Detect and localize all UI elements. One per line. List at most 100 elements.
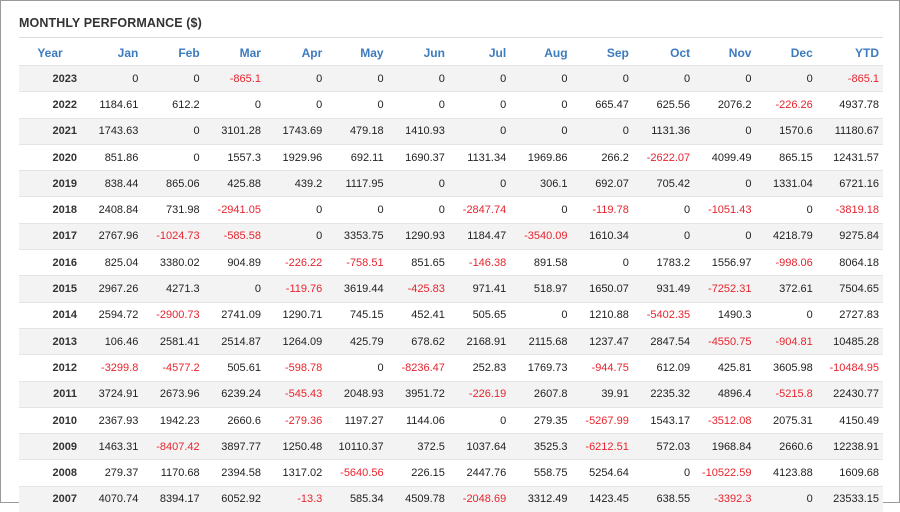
month-value-cell: 1131.34 bbox=[449, 144, 510, 170]
month-value-cell: 479.18 bbox=[326, 118, 387, 144]
month-value-cell: 2514.87 bbox=[204, 328, 265, 354]
month-value-cell: 3525.3 bbox=[510, 434, 571, 460]
month-value-cell: -2048.69 bbox=[449, 486, 510, 512]
month-value-cell: 745.15 bbox=[326, 302, 387, 328]
month-value-cell: 931.49 bbox=[633, 276, 694, 302]
month-value-cell: 0 bbox=[449, 66, 510, 92]
month-value-cell: 0 bbox=[326, 355, 387, 381]
year-cell: 2015 bbox=[19, 276, 81, 302]
month-value-cell: 4099.49 bbox=[694, 144, 755, 170]
month-value-cell: 612.09 bbox=[633, 355, 694, 381]
month-value-cell: 2367.93 bbox=[81, 407, 142, 433]
panel-title: MONTHLY PERFORMANCE ($) bbox=[19, 16, 202, 30]
month-value-cell: 5254.64 bbox=[572, 460, 633, 486]
month-value-cell: -8407.42 bbox=[142, 434, 203, 460]
month-value-cell: 851.86 bbox=[81, 144, 142, 170]
month-value-cell: -998.06 bbox=[755, 250, 816, 276]
month-value-cell: 3312.49 bbox=[510, 486, 571, 512]
month-value-cell: -8236.47 bbox=[388, 355, 449, 381]
month-value-cell: 3619.44 bbox=[326, 276, 387, 302]
year-cell: 2019 bbox=[19, 171, 81, 197]
ytd-cell: 22430.77 bbox=[817, 381, 883, 407]
month-value-cell: 1463.31 bbox=[81, 434, 142, 460]
month-value-cell: 279.35 bbox=[510, 407, 571, 433]
month-value-cell: 279.37 bbox=[81, 460, 142, 486]
month-value-cell: 0 bbox=[142, 144, 203, 170]
month-value-cell: 2048.93 bbox=[326, 381, 387, 407]
month-value-cell: 39.91 bbox=[572, 381, 633, 407]
month-value-cell: -13.3 bbox=[265, 486, 326, 512]
month-value-cell: 2767.96 bbox=[81, 223, 142, 249]
month-value-cell: 865.15 bbox=[755, 144, 816, 170]
month-value-cell: 1144.06 bbox=[388, 407, 449, 433]
month-value-cell: 0 bbox=[388, 197, 449, 223]
month-value-cell: 1170.68 bbox=[142, 460, 203, 486]
ytd-cell: 12431.57 bbox=[817, 144, 883, 170]
month-value-cell: -545.43 bbox=[265, 381, 326, 407]
month-value-cell: 3897.77 bbox=[204, 434, 265, 460]
month-value-cell: 0 bbox=[572, 66, 633, 92]
month-value-cell: -6212.51 bbox=[572, 434, 633, 460]
month-value-cell: -1024.73 bbox=[142, 223, 203, 249]
column-header-apr: Apr bbox=[265, 40, 326, 66]
month-value-cell: 2168.91 bbox=[449, 328, 510, 354]
ytd-cell: 7504.65 bbox=[817, 276, 883, 302]
month-value-cell: 2660.6 bbox=[204, 407, 265, 433]
month-value-cell: 2847.54 bbox=[633, 328, 694, 354]
month-value-cell: 665.47 bbox=[572, 92, 633, 118]
month-value-cell: 0 bbox=[142, 118, 203, 144]
column-header-year: Year bbox=[19, 40, 81, 66]
month-value-cell: 1290.71 bbox=[265, 302, 326, 328]
month-value-cell: 1210.88 bbox=[572, 302, 633, 328]
month-value-cell: 6239.24 bbox=[204, 381, 265, 407]
month-value-cell: -2900.73 bbox=[142, 302, 203, 328]
month-value-cell: 891.58 bbox=[510, 250, 571, 276]
month-value-cell: 2235.32 bbox=[633, 381, 694, 407]
month-value-cell: 865.06 bbox=[142, 171, 203, 197]
month-value-cell: 226.15 bbox=[388, 460, 449, 486]
month-value-cell: 1117.95 bbox=[326, 171, 387, 197]
month-value-cell: 0 bbox=[633, 66, 694, 92]
month-value-cell: 3724.91 bbox=[81, 381, 142, 407]
month-value-cell: 4123.88 bbox=[755, 460, 816, 486]
month-value-cell: -904.81 bbox=[755, 328, 816, 354]
column-header-may: May bbox=[326, 40, 387, 66]
month-value-cell: 252.83 bbox=[449, 355, 510, 381]
column-header-aug: Aug bbox=[510, 40, 571, 66]
month-value-cell: 1331.04 bbox=[755, 171, 816, 197]
month-value-cell: 0 bbox=[326, 92, 387, 118]
month-value-cell: 2741.09 bbox=[204, 302, 265, 328]
month-value-cell: 0 bbox=[204, 276, 265, 302]
month-value-cell: 2394.58 bbox=[204, 460, 265, 486]
year-cell: 2010 bbox=[19, 407, 81, 433]
column-header-nov: Nov bbox=[694, 40, 755, 66]
month-value-cell: 0 bbox=[449, 92, 510, 118]
column-header-jul: Jul bbox=[449, 40, 510, 66]
month-value-cell: 838.44 bbox=[81, 171, 142, 197]
month-value-cell: 638.55 bbox=[633, 486, 694, 512]
month-value-cell: 439.2 bbox=[265, 171, 326, 197]
month-value-cell: 106.46 bbox=[81, 328, 142, 354]
month-value-cell: 0 bbox=[510, 302, 571, 328]
month-value-cell: 0 bbox=[510, 197, 571, 223]
month-value-cell: 0 bbox=[449, 407, 510, 433]
ytd-cell: 1609.68 bbox=[817, 460, 883, 486]
month-value-cell: 372.61 bbox=[755, 276, 816, 302]
ytd-cell: 8064.18 bbox=[817, 250, 883, 276]
month-value-cell: 1264.09 bbox=[265, 328, 326, 354]
month-value-cell: 4070.74 bbox=[81, 486, 142, 512]
month-value-cell: 1197.27 bbox=[326, 407, 387, 433]
month-value-cell: 1556.97 bbox=[694, 250, 755, 276]
year-cell: 2011 bbox=[19, 381, 81, 407]
month-value-cell: 3380.02 bbox=[142, 250, 203, 276]
year-cell: 2007 bbox=[19, 486, 81, 512]
month-value-cell: 518.97 bbox=[510, 276, 571, 302]
month-value-cell: 0 bbox=[265, 223, 326, 249]
month-value-cell: 558.75 bbox=[510, 460, 571, 486]
month-value-cell: 1290.93 bbox=[388, 223, 449, 249]
